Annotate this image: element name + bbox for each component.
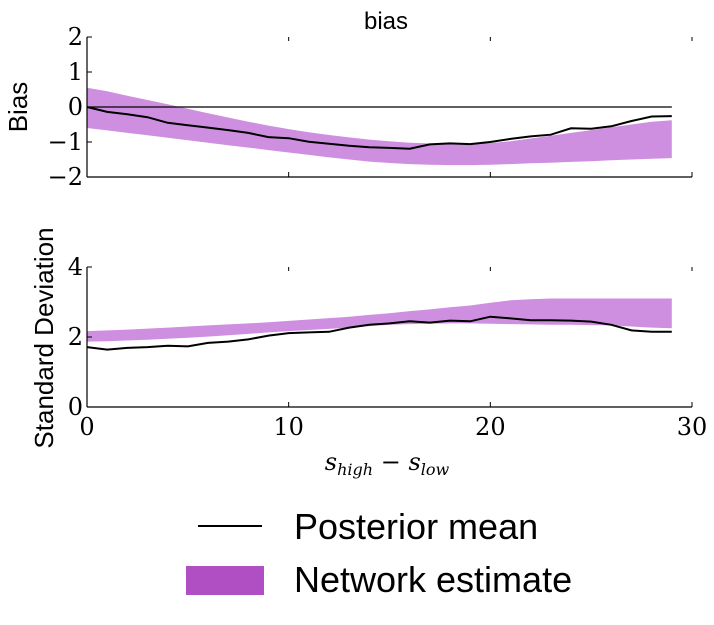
legend-label-posterior: Posterior mean [294, 506, 538, 547]
std-xlabel: shigh − slow [325, 448, 450, 479]
bias-ylabel: Bias [3, 82, 33, 133]
x-tick-label: 10 [273, 413, 304, 441]
y-tick-label: 0 [68, 93, 83, 121]
network-estimate-band [87, 87, 672, 166]
x-tick-label: 20 [475, 413, 506, 441]
legend-patch-swatch [186, 566, 264, 595]
network-estimate-band [87, 298, 672, 342]
legend-label-network: Network estimate [294, 559, 572, 600]
y-tick-label: 2 [68, 23, 83, 51]
x-tick-label: 30 [677, 413, 708, 441]
y-tick-label: 1 [68, 58, 83, 86]
y-tick-label: 0 [68, 393, 83, 421]
y-tick-label: 2 [68, 323, 83, 351]
posterior-mean-line [86, 106, 672, 150]
legend: Posterior mean Network estimate [186, 506, 572, 600]
std-ylabel: Standard Deviation [29, 227, 59, 448]
bias-plot-area: 2 1 0 −1 −2 [48, 23, 693, 191]
y-tick-label: −2 [48, 163, 83, 191]
posterior-mean-line [86, 315, 672, 351]
y-tick-label: 4 [68, 253, 83, 281]
bias-panel: bias Bias 2 1 0 −1 −2 [3, 8, 693, 191]
x-tick-label: 0 [79, 413, 94, 441]
bias-title: bias [364, 8, 408, 35]
y-tick-label: −1 [48, 128, 83, 156]
